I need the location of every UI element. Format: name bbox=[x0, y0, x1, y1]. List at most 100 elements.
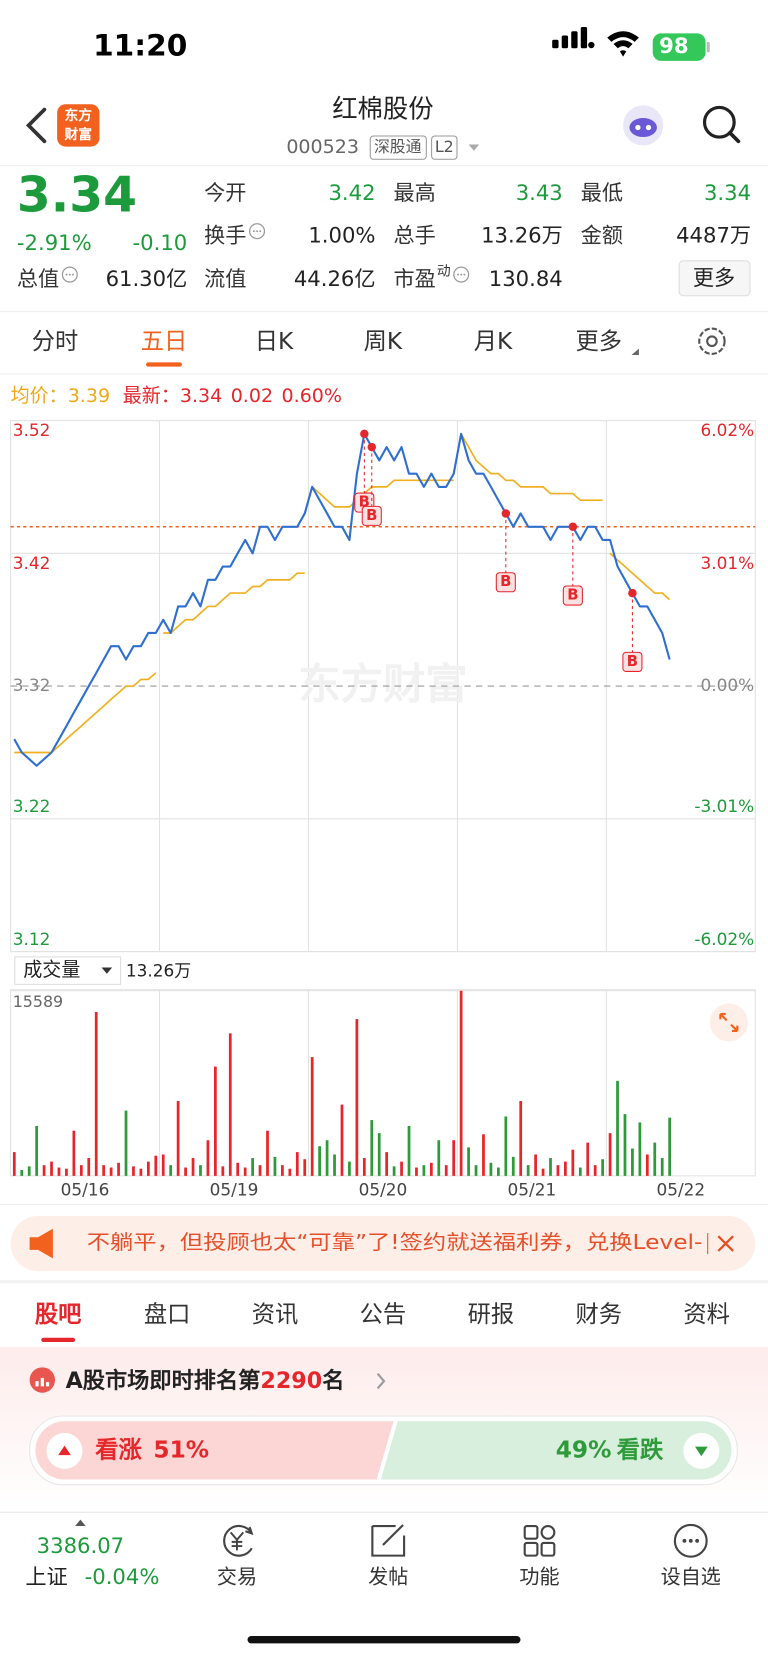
marker-label: B bbox=[500, 573, 511, 590]
volume-bar bbox=[668, 1117, 672, 1176]
field-value: 3.43 bbox=[516, 180, 563, 205]
nav-label[interactable]: 设自选 bbox=[661, 1564, 721, 1588]
average-line bbox=[609, 552, 671, 601]
volume-bar bbox=[459, 990, 463, 1176]
y2-tick-label: 0.00% bbox=[701, 675, 755, 695]
content-tab[interactable]: 股吧 bbox=[35, 1301, 82, 1328]
info-value: 3.34 bbox=[180, 385, 222, 407]
volume-bar bbox=[392, 1166, 396, 1176]
back-button[interactable] bbox=[25, 107, 47, 144]
signal-bar bbox=[552, 39, 559, 49]
content-tab[interactable]: 盘口 bbox=[144, 1301, 191, 1328]
period-tab[interactable]: 日K bbox=[255, 328, 294, 355]
bull-label: 看涨 bbox=[95, 1436, 142, 1463]
volume-bar bbox=[593, 1165, 597, 1176]
volume-bar bbox=[467, 1147, 470, 1176]
info-label: 均价： bbox=[11, 385, 68, 407]
volume-bar bbox=[549, 1158, 552, 1176]
volume-bar bbox=[578, 1167, 582, 1176]
close-icon[interactable] bbox=[717, 1235, 734, 1252]
x-tick-label: 05/19 bbox=[210, 1180, 259, 1200]
signal-dot bbox=[588, 41, 595, 49]
volume-bar bbox=[645, 1154, 649, 1176]
info-icon[interactable] bbox=[249, 223, 266, 240]
nav-label[interactable]: 功能 bbox=[519, 1564, 559, 1588]
volume-bar bbox=[474, 1165, 478, 1176]
field-value: 3.34 bbox=[704, 180, 751, 205]
volume-bar bbox=[415, 1167, 418, 1176]
content-tab[interactable]: 公告 bbox=[360, 1301, 407, 1328]
logo-text: 东方 bbox=[65, 107, 93, 124]
field-label-sup: 动 bbox=[437, 263, 451, 279]
content-tab[interactable]: 资料 bbox=[683, 1301, 730, 1328]
last-price: 3.34 bbox=[17, 167, 137, 223]
status-time: 11:20 bbox=[93, 29, 187, 63]
settings-icon[interactable] bbox=[698, 327, 726, 355]
nav-label[interactable]: 发帖 bbox=[368, 1564, 408, 1588]
period-tab[interactable]: 更多 bbox=[575, 328, 622, 355]
watermark: 东方财富 bbox=[298, 660, 467, 709]
y2-tick-label: -3.01% bbox=[694, 796, 754, 816]
volume-bar bbox=[154, 1155, 158, 1176]
dropdown-arrow[interactable] bbox=[468, 144, 480, 151]
volume-bar bbox=[437, 1140, 441, 1176]
more-button-label[interactable]: 更多 bbox=[693, 265, 735, 290]
volume-bar bbox=[12, 1152, 16, 1176]
volume-bar bbox=[191, 1158, 195, 1176]
volume-bar bbox=[94, 1011, 98, 1176]
content-tab[interactable]: 资讯 bbox=[252, 1301, 299, 1328]
period-tab[interactable]: 五日 bbox=[141, 328, 188, 355]
index-value[interactable]: 3386.07 bbox=[37, 1533, 124, 1558]
function-icon-cell bbox=[540, 1541, 556, 1557]
marker-label: B bbox=[627, 653, 638, 670]
period-tab[interactable]: 周K bbox=[364, 328, 403, 355]
info-icon[interactable] bbox=[453, 266, 470, 283]
ranking-prefix: A股市场即时排名第 bbox=[66, 1367, 261, 1394]
period-tab[interactable]: 月K bbox=[474, 328, 513, 355]
field-label: 今开 bbox=[204, 180, 246, 205]
y-tick-label: 3.22 bbox=[13, 796, 51, 816]
x-tick-label: 05/20 bbox=[359, 1180, 408, 1200]
x-tick-label: 05/22 bbox=[656, 1180, 705, 1200]
period-tab[interactable]: 分时 bbox=[32, 328, 79, 355]
stock-code: 000523 bbox=[286, 136, 359, 158]
more-button[interactable] bbox=[678, 260, 751, 297]
volume-bar bbox=[482, 1134, 485, 1176]
marker-label: B bbox=[366, 507, 377, 524]
promo-text[interactable]: 不躺平，但投顾也太“可靠”了!签约就送福利券，兑换Level- bbox=[87, 1230, 703, 1254]
y2-tick-label: 3.01% bbox=[701, 553, 755, 573]
volume-bar bbox=[511, 1156, 515, 1176]
ranking-text[interactable]: A股市场即时排名第2290名 bbox=[66, 1367, 345, 1394]
info-icon[interactable] bbox=[61, 266, 78, 283]
search-icon[interactable] bbox=[702, 105, 736, 139]
content-tab[interactable]: 研报 bbox=[468, 1301, 515, 1328]
bull-pct: 51% bbox=[153, 1436, 209, 1463]
change-pct: -2.91% bbox=[17, 230, 92, 255]
volume-bar bbox=[556, 1165, 560, 1176]
volume-tick-label: 15589 bbox=[13, 992, 63, 1011]
index-change[interactable]: -0.04% bbox=[85, 1564, 160, 1589]
field-value: 13.26万 bbox=[481, 222, 563, 247]
bull-bar[interactable] bbox=[35, 1421, 394, 1480]
assistant-eye bbox=[635, 124, 641, 131]
nav-label[interactable]: 交易 bbox=[217, 1564, 257, 1588]
volume-selector[interactable] bbox=[14, 956, 122, 985]
content-tab[interactable]: 财务 bbox=[575, 1301, 622, 1328]
bull-arrow bbox=[58, 1445, 71, 1456]
average-line bbox=[163, 572, 305, 634]
volume-bar bbox=[139, 1168, 143, 1176]
field-label: 最低 bbox=[581, 180, 623, 205]
info-dot bbox=[460, 273, 463, 276]
info-dot bbox=[256, 230, 259, 233]
marker-box bbox=[622, 651, 643, 672]
x-tick-label: 05/16 bbox=[61, 1180, 110, 1200]
bear-pct: 49% bbox=[556, 1436, 612, 1463]
x-tick-label: 05/21 bbox=[508, 1180, 557, 1200]
change: -0.10 bbox=[133, 230, 188, 255]
index-name[interactable]: 上证 bbox=[25, 1564, 67, 1589]
tag-box bbox=[431, 135, 458, 160]
promo-banner[interactable] bbox=[10, 1216, 756, 1272]
bear-bar[interactable] bbox=[380, 1421, 732, 1480]
expand-button[interactable] bbox=[709, 1003, 748, 1042]
